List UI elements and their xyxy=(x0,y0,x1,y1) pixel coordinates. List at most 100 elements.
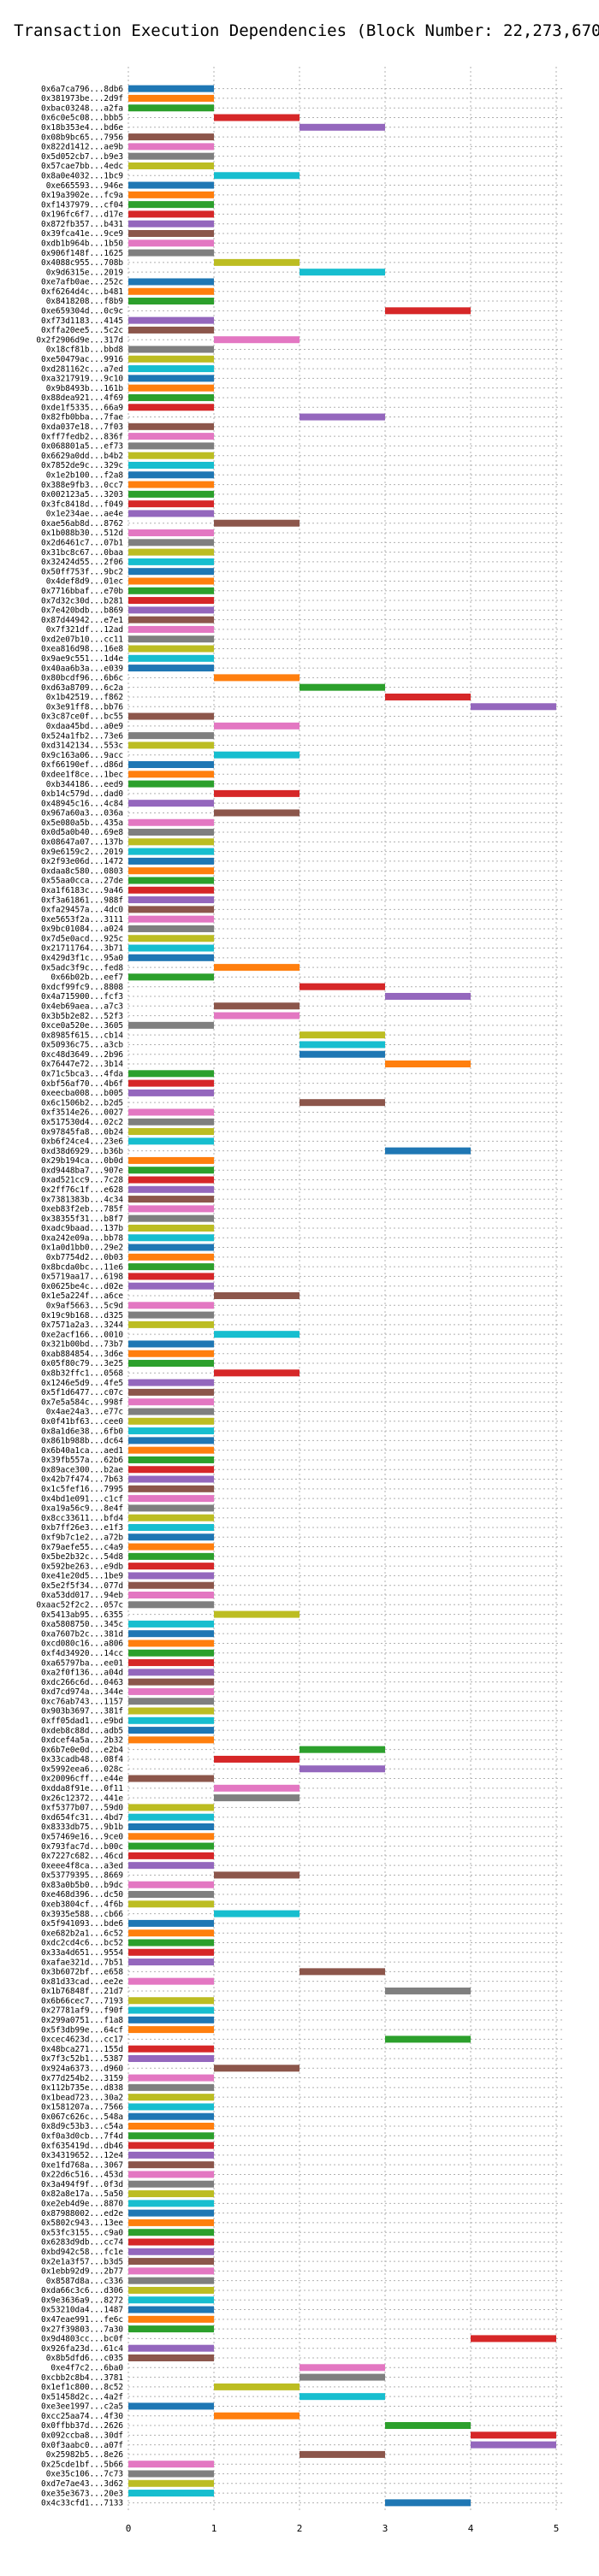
tx-bar xyxy=(128,471,214,479)
tx-bar xyxy=(385,2035,471,2043)
tx-hash-label: 0xa242e09a...bb78 xyxy=(41,1233,123,1243)
tx-bar xyxy=(128,2026,214,2034)
tx-bar xyxy=(128,1592,214,1599)
tx-bar xyxy=(128,635,214,643)
tx-hash-label: 0xe2eb4d9e...8870 xyxy=(41,2200,123,2209)
tx-hash-label: 0x18cf81b...bbd8 xyxy=(46,346,124,355)
tx-hash-label: 0x926fa23d...61c4 xyxy=(41,2344,123,2354)
tx-hash-label: 0x4eb69aea...a7c3 xyxy=(41,1001,123,1011)
tx-bar xyxy=(300,983,385,990)
tx-bar xyxy=(128,1823,214,1830)
tx-bar xyxy=(385,2422,471,2430)
tx-hash-label: 0x4c33cfd1...7133 xyxy=(41,2499,123,2508)
tx-hash-label: 0x57469e16...9ce0 xyxy=(41,1832,123,1841)
tx-bar xyxy=(128,249,214,257)
tx-hash-label: 0xe682b2a1...6c52 xyxy=(41,1929,123,1938)
tx-hash-label: 0x2ff76c1f...e628 xyxy=(41,1185,123,1195)
tx-hash-label: 0xdeb8c88d...adb5 xyxy=(41,1726,123,1735)
tx-hash-label: 0x50936c75...a3cb xyxy=(41,1041,123,1050)
tx-hash-label: 0xf3514e26...0027 xyxy=(41,1108,123,1118)
tx-bar xyxy=(128,877,214,884)
tx-bar xyxy=(300,413,385,421)
tx-bar xyxy=(128,625,214,633)
tx-bar xyxy=(214,964,300,972)
tx-hash-label: 0x3fc8418d...f049 xyxy=(41,499,123,509)
tx-bar xyxy=(128,2180,214,2188)
tx-hash-label: 0x8b32ffc1...0568 xyxy=(41,1369,123,1379)
tx-hash-label: 0x8d9c53b3...c54a xyxy=(41,2122,123,2131)
tx-bar xyxy=(214,1784,300,1792)
tx-hash-label: 0xd9448ba7...907e xyxy=(41,1166,123,1175)
tx-hash-label: 0x34319652...12e4 xyxy=(41,2151,123,2160)
tx-bar xyxy=(128,1079,214,1087)
tx-hash-label: 0x002123a5...3203 xyxy=(41,490,123,499)
tx-bar xyxy=(128,162,214,169)
tx-hash-label: 0x1b088b30...512d xyxy=(41,529,123,538)
tx-bar xyxy=(128,2123,214,2130)
tx-bar xyxy=(128,1475,214,1483)
tx-hash-label: 0x97845fa8...0b24 xyxy=(41,1127,123,1137)
tx-bar xyxy=(300,1099,385,1107)
tx-hash-label: 0x19a3902e...fc9a xyxy=(41,191,123,200)
tx-hash-label: 0x7f321df...12ad xyxy=(46,625,123,635)
tx-hash-label: 0x25cde1bf...5b66 xyxy=(41,2460,123,2469)
tx-hash-label: 0x0ffbb37d...2626 xyxy=(41,2421,123,2431)
tx-bar xyxy=(128,2229,214,2236)
tx-hash-label: 0xf635419d...db46 xyxy=(41,2142,123,2151)
tx-hash-label: 0xf3a61861...988f xyxy=(41,895,123,905)
tx-hash-label: 0x51458d2c...4a2f xyxy=(41,2392,123,2402)
tx-bar xyxy=(214,1292,300,1299)
tx-hash-label: 0x87988002...ed2e xyxy=(41,2209,123,2219)
tx-bar xyxy=(128,442,214,450)
tx-hash-label: 0x524a1fb2...73e6 xyxy=(41,731,123,741)
tx-bar xyxy=(128,384,214,392)
tx-hash-label: 0x1ef1c800...8c52 xyxy=(41,2383,123,2392)
tx-hash-label: 0x50ff753f...9bc2 xyxy=(41,567,123,576)
tx-bar xyxy=(128,1919,214,1927)
tx-bar xyxy=(300,1050,385,1058)
tx-hash-label: 0x29b194ca...0b0d xyxy=(41,1156,123,1166)
tx-bar xyxy=(128,1379,214,1386)
tx-hash-label: 0xa1f6183c...9a46 xyxy=(41,886,123,895)
tx-bar xyxy=(214,722,300,730)
tx-hash-label: 0xa3217919...9c10 xyxy=(41,375,123,384)
tx-bar xyxy=(128,2402,214,2410)
tx-hash-label: 0x7571a2a3...3244 xyxy=(41,1320,123,1330)
tx-bar xyxy=(128,838,214,846)
tx-bar xyxy=(385,307,471,315)
tx-bar xyxy=(385,1987,471,1994)
tx-bar xyxy=(128,104,214,112)
tx-bar xyxy=(128,1900,214,1908)
tx-bar xyxy=(128,2103,214,2111)
tx-bar xyxy=(128,1997,214,2005)
tx-hash-label: 0x7716bbaf...e70b xyxy=(41,587,123,596)
tx-bar xyxy=(300,2364,385,2372)
tx-bar xyxy=(128,1282,214,1290)
tx-bar xyxy=(128,404,214,411)
tx-bar xyxy=(128,529,214,537)
tx-hash-label: 0xf0a3d0cb...7f4d xyxy=(41,2132,123,2142)
tx-bar xyxy=(300,683,385,691)
tx-hash-label: 0x1246e5d9...4fe5 xyxy=(41,1379,123,1388)
tx-bar xyxy=(214,789,300,797)
tx-hash-label: 0xff7fedb2...836f xyxy=(41,432,123,441)
tx-hash-label: 0xdc2cd4c6...bc52 xyxy=(41,1939,123,1948)
tx-bar xyxy=(214,1369,300,1377)
tx-hash-label: 0xbac03248...a2fa xyxy=(41,103,123,113)
tx-hash-label: 0x7e5a584c...998f xyxy=(41,1397,123,1407)
tx-bar xyxy=(128,1601,214,1609)
tx-bar xyxy=(128,2248,214,2255)
tx-hash-label: 0x48bca271...155d xyxy=(41,2045,123,2054)
tx-bar xyxy=(128,1514,214,1521)
tx-hash-label: 0x5f1d6477...c07c xyxy=(41,1388,123,1397)
tx-bar xyxy=(128,1495,214,1503)
tx-hash-label: 0x0d5a0b40...69e8 xyxy=(41,828,123,837)
tx-bar xyxy=(128,1388,214,1396)
tx-bar xyxy=(128,548,214,556)
tx-hash-label: 0xdaa8c580...0803 xyxy=(41,866,123,876)
tx-hash-label: 0x21711764...3b71 xyxy=(41,944,123,954)
tx-hash-label: 0x1a0d1bb0...29e2 xyxy=(41,1244,123,1253)
tx-bar xyxy=(128,829,214,836)
tx-bar xyxy=(128,2171,214,2178)
